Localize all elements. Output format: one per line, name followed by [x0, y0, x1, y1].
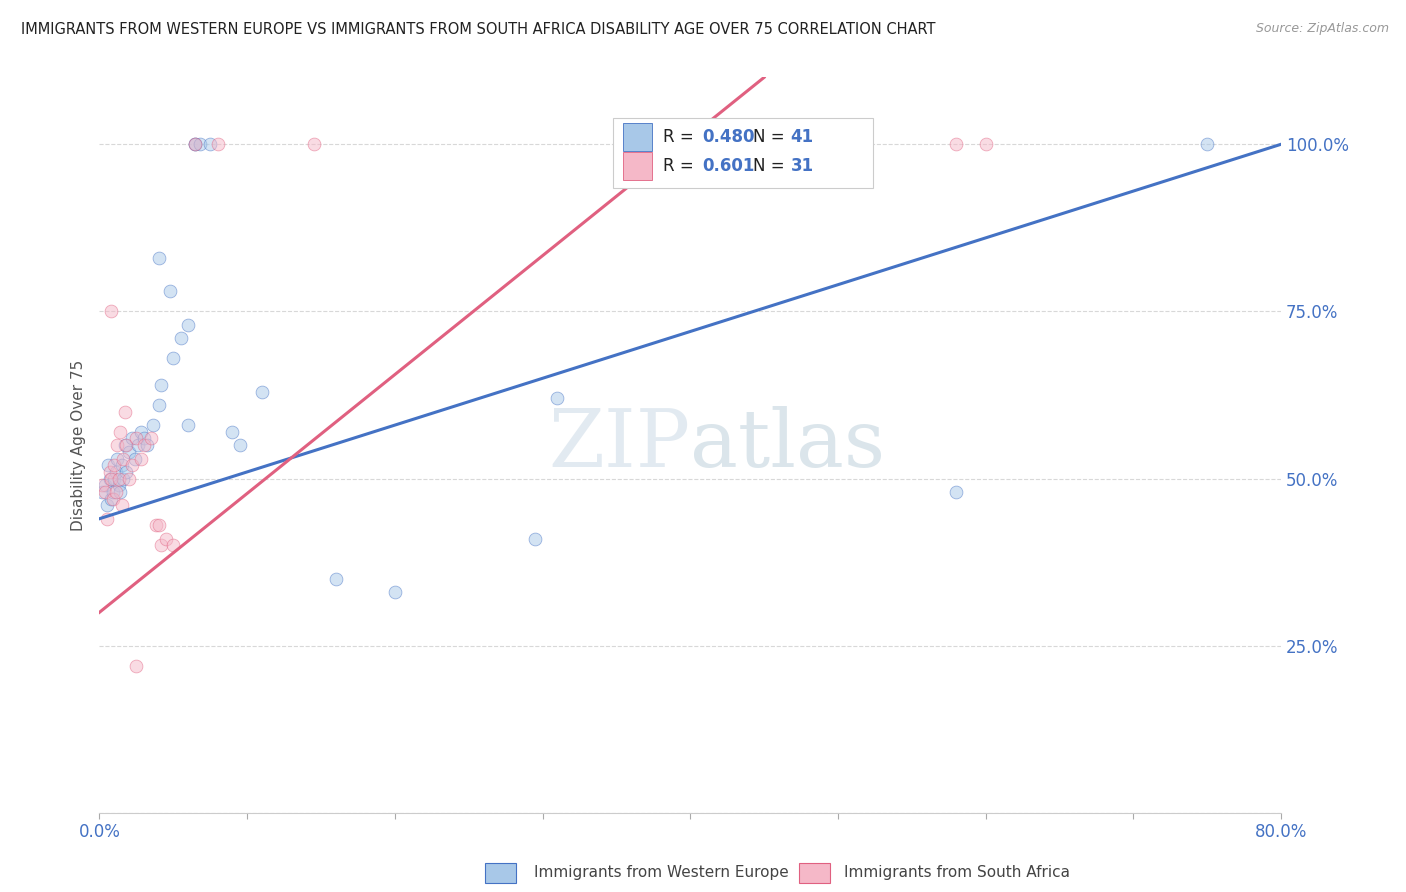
Point	[200, 137, 222, 152]
Text: 0.480: 0.480	[702, 128, 755, 146]
Point	[524, 532, 547, 546]
Point	[91, 478, 114, 492]
Point	[114, 405, 136, 419]
Point	[150, 378, 173, 392]
Point	[148, 398, 170, 412]
Point	[94, 485, 117, 500]
Point	[103, 472, 125, 486]
Text: Immigrants from South Africa: Immigrants from South Africa	[844, 865, 1070, 880]
Point	[159, 285, 181, 299]
Point	[221, 425, 243, 439]
Point	[98, 472, 121, 486]
Point	[229, 438, 252, 452]
Point	[108, 485, 131, 500]
Point	[98, 465, 121, 479]
Point	[105, 438, 128, 452]
Point	[1197, 137, 1219, 152]
Point	[129, 425, 152, 439]
Point	[115, 438, 138, 452]
Point	[184, 137, 207, 152]
Point	[184, 137, 207, 152]
Point	[155, 532, 177, 546]
Point	[135, 438, 157, 452]
Point	[101, 491, 124, 506]
Point	[118, 445, 141, 459]
Point	[100, 304, 122, 318]
Point	[188, 137, 211, 152]
Point	[150, 539, 173, 553]
Point	[148, 518, 170, 533]
Point	[207, 137, 229, 152]
Point	[112, 472, 135, 486]
Point	[107, 478, 129, 492]
Point	[104, 485, 127, 500]
FancyBboxPatch shape	[623, 153, 652, 180]
Point	[162, 351, 184, 366]
Text: R =: R =	[664, 157, 699, 176]
Point	[100, 472, 122, 486]
Point	[96, 512, 118, 526]
Point	[110, 499, 132, 513]
Point	[127, 438, 149, 452]
Point	[105, 451, 128, 466]
Point	[121, 432, 143, 446]
Point	[91, 485, 114, 500]
Text: Immigrants from Western Europe: Immigrants from Western Europe	[534, 865, 789, 880]
Point	[96, 499, 118, 513]
Point	[103, 458, 125, 473]
Text: 41: 41	[790, 128, 814, 146]
Point	[142, 418, 165, 433]
Point	[139, 432, 162, 446]
Point	[112, 451, 135, 466]
Text: ZIP: ZIP	[548, 406, 690, 484]
Point	[945, 137, 967, 152]
Point	[302, 137, 325, 152]
Point	[169, 331, 191, 345]
Point	[132, 438, 155, 452]
Point	[148, 251, 170, 265]
Point	[121, 458, 143, 473]
Text: atlas: atlas	[690, 406, 886, 484]
Y-axis label: Disability Age Over 75: Disability Age Over 75	[72, 359, 86, 531]
Point	[125, 658, 148, 673]
Point	[108, 425, 131, 439]
Point	[145, 518, 167, 533]
Point	[104, 465, 127, 479]
Point	[115, 465, 138, 479]
Point	[97, 458, 120, 473]
Point	[184, 137, 207, 152]
Point	[129, 451, 152, 466]
Text: N =: N =	[752, 157, 790, 176]
Point	[107, 472, 129, 486]
Point	[100, 491, 122, 506]
Point	[118, 472, 141, 486]
Text: 0.601: 0.601	[702, 157, 755, 176]
Point	[250, 384, 273, 399]
Point	[945, 485, 967, 500]
Point	[125, 432, 148, 446]
FancyBboxPatch shape	[623, 123, 652, 151]
Point	[94, 478, 117, 492]
FancyBboxPatch shape	[613, 118, 873, 187]
Point	[177, 418, 200, 433]
Point	[384, 585, 406, 599]
Text: N =: N =	[752, 128, 790, 146]
Point	[177, 318, 200, 332]
Point	[546, 392, 568, 406]
Point	[132, 432, 155, 446]
Text: R =: R =	[664, 128, 699, 146]
Text: IMMIGRANTS FROM WESTERN EUROPE VS IMMIGRANTS FROM SOUTH AFRICA DISABILITY AGE OV: IMMIGRANTS FROM WESTERN EUROPE VS IMMIGR…	[21, 22, 935, 37]
Text: Source: ZipAtlas.com: Source: ZipAtlas.com	[1256, 22, 1389, 36]
Point	[325, 572, 347, 586]
Point	[101, 485, 124, 500]
Point	[124, 451, 146, 466]
Point	[114, 438, 136, 452]
Text: 31: 31	[790, 157, 814, 176]
Point	[162, 539, 184, 553]
Point	[110, 458, 132, 473]
Point	[974, 137, 997, 152]
